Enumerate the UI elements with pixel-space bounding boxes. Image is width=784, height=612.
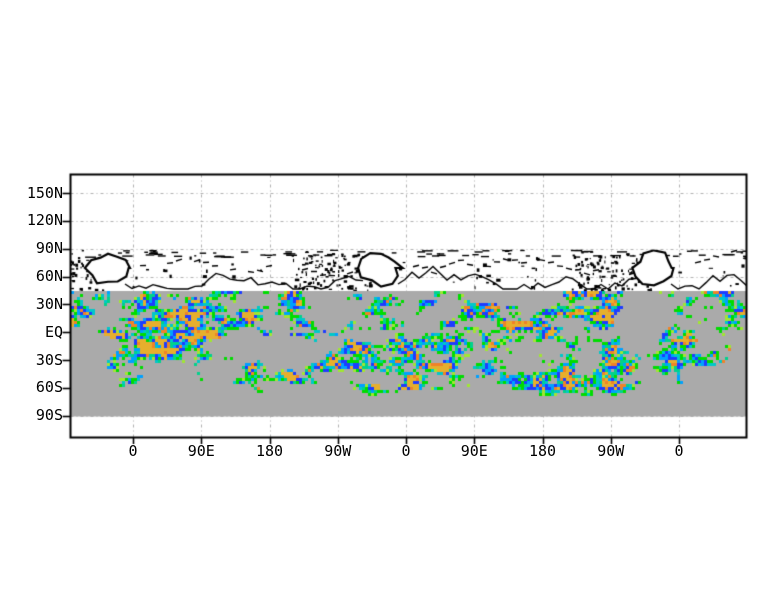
y-tick-label: 120N: [26, 211, 63, 230]
y-tick-label: 90N: [35, 239, 63, 258]
y-tick-label: 90S: [35, 406, 63, 425]
x-tick-label: 180: [528, 442, 557, 460]
x-tick-label: 0: [128, 442, 138, 460]
x-tick-label: 0: [401, 442, 411, 460]
y-tick-label: EQ: [44, 322, 63, 341]
y-tick-label: 30S: [35, 350, 63, 369]
x-tick-label: 90E: [187, 442, 215, 460]
y-tick-label: 60S: [35, 378, 63, 397]
y-tick-label: 60N: [35, 267, 63, 286]
x-tick-label: 0: [674, 442, 684, 460]
y-tick-label: 30N: [35, 294, 63, 313]
y-tick-label: 150N: [26, 183, 63, 202]
x-tick-label: 180: [255, 442, 284, 460]
x-tick-label: 90W: [597, 442, 625, 460]
x-tick-label: 90E: [460, 442, 488, 460]
x-tick-label: 90W: [324, 442, 352, 460]
